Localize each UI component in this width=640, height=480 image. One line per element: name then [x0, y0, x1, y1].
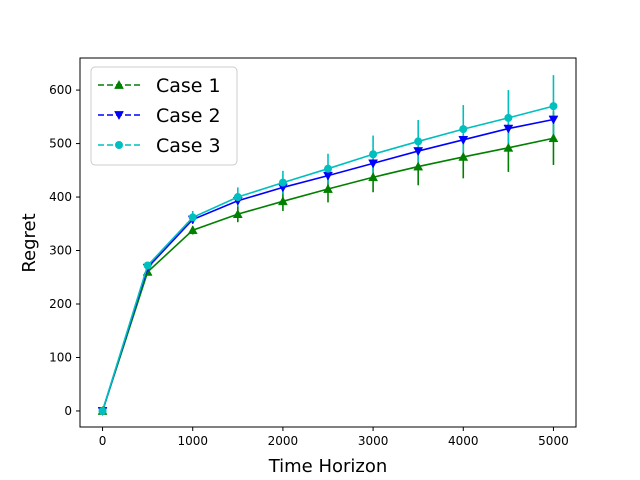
plot-frame — [79, 57, 577, 428]
legend-entry: Case 2 — [98, 105, 221, 127]
x-tick-label: 0 — [99, 434, 107, 448]
x-tick-label: 2000 — [268, 434, 299, 448]
data-point — [98, 406, 107, 415]
x-tick-label: 5000 — [538, 434, 569, 448]
legend-label: Case 2 — [156, 105, 221, 127]
data-point — [503, 142, 514, 152]
data-point — [548, 115, 559, 125]
x-tick-label: 4000 — [448, 434, 479, 448]
legend-marker — [115, 141, 123, 149]
data-point — [548, 133, 559, 143]
data-point — [503, 124, 514, 134]
data-point — [323, 184, 333, 193]
data-point — [458, 135, 469, 145]
data-point — [368, 159, 379, 169]
x-axis-ticks: 0 1000 2000 3000 4000 5000 — [99, 427, 569, 448]
data-point — [369, 150, 378, 159]
y-tick-label: 600 — [49, 83, 72, 97]
data-point — [277, 196, 288, 206]
y-tick-label: 200 — [49, 297, 72, 311]
data-point — [413, 147, 424, 157]
data-point — [233, 193, 242, 202]
data-point — [232, 209, 243, 219]
data-point — [504, 113, 513, 122]
y-tick-label: 500 — [49, 137, 72, 151]
legend-label: Case 3 — [156, 135, 221, 157]
data-point — [413, 161, 424, 171]
data-point — [188, 213, 197, 222]
y-axis-ticks: 0 100 200 300 400 500 600 — [49, 83, 80, 418]
y-tick-label: 300 — [49, 244, 72, 258]
legend-box — [90, 66, 238, 166]
y-axis-title: Regret — [19, 213, 40, 272]
series-3 — [98, 102, 558, 415]
data-point — [549, 102, 558, 111]
legend-marker — [114, 79, 124, 89]
x-tick-label: 1000 — [177, 434, 208, 448]
y-tick-label: 0 — [64, 404, 72, 418]
legend-entries: Case 1 Case 2 Case 3 — [98, 75, 221, 157]
legend: Case 1 Case 2 Case 3 — [90, 66, 238, 166]
legend-entry: Case 3 — [98, 135, 221, 157]
data-point — [458, 151, 469, 161]
x-tick-label: 3000 — [358, 434, 389, 448]
y-tick-label: 400 — [49, 190, 72, 204]
data-point — [143, 261, 152, 270]
y-tick-label: 100 — [49, 350, 72, 364]
series-lines — [97, 102, 559, 416]
data-point — [368, 172, 379, 182]
x-axis-title: Time Horizon — [268, 456, 388, 477]
legend-entry: Case 1 — [98, 75, 221, 97]
legend-marker — [114, 111, 124, 121]
data-point — [278, 178, 287, 187]
data-point — [459, 125, 468, 134]
data-point — [324, 164, 332, 173]
data-point — [187, 225, 198, 235]
data-point — [414, 137, 423, 146]
legend-label: Case 1 — [156, 75, 221, 97]
